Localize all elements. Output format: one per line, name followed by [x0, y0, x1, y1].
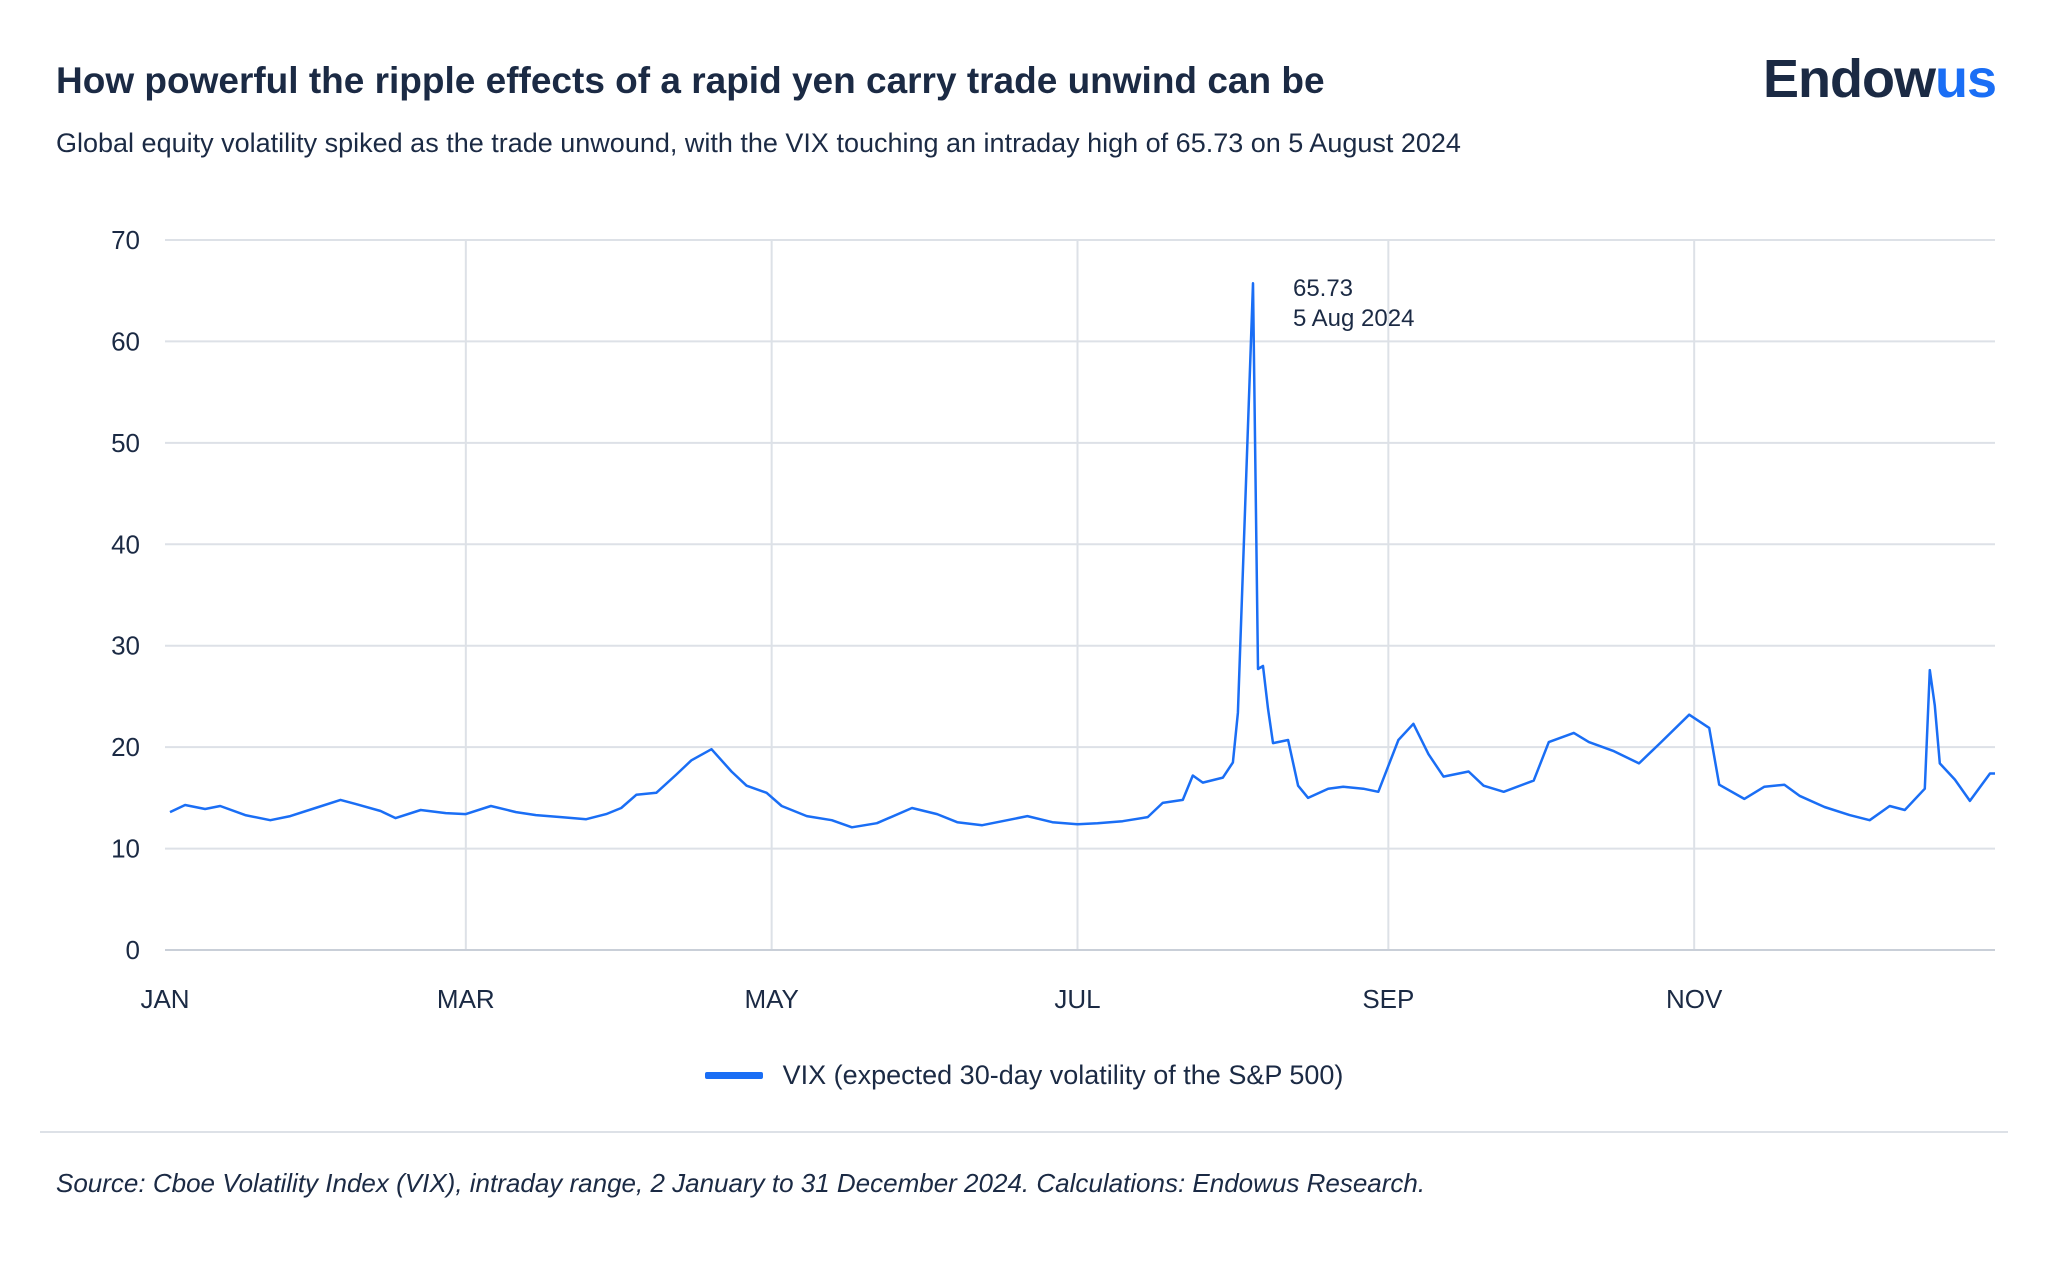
x-tick-label-may: MAY [744, 984, 798, 1014]
series-layer [169, 282, 1995, 829]
chart-legend: VIX (expected 30-day volatility of the S… [0, 1060, 2048, 1091]
chart-subtitle: Global equity volatility spiked as the t… [56, 128, 1461, 158]
annotation-layer: 65.73 5 Aug 2024 [1293, 275, 1414, 332]
grid-layer [165, 239, 1995, 951]
logo-text-endow: Endow [1762, 49, 1936, 109]
y-tick-label-20: 20 [111, 732, 140, 762]
axis-layer: 0 10 20 30 40 50 60 70 JAN MAR MAY JUL SEP NOV [111, 225, 1995, 1014]
series-line-vix [169, 282, 1995, 829]
x-tick-label-jul: JUL [1054, 984, 1100, 1014]
y-tick-label-10: 10 [111, 834, 140, 864]
source-note: Source: Cboe Volatility Index (VIX), int… [56, 1168, 1426, 1198]
y-tick-label-70: 70 [111, 225, 140, 255]
y-tick-label-50: 50 [111, 428, 140, 458]
footer-divider [40, 1131, 2008, 1133]
x-tick-label-sep: SEP [1362, 984, 1414, 1014]
y-tick-label-30: 30 [111, 631, 140, 661]
logo-text-us: us [1934, 49, 1997, 109]
legend-swatch-vix [704, 1072, 763, 1079]
x-tick-label-nov: NOV [1666, 984, 1723, 1014]
chart-title: How powerful the ripple effects of a rap… [56, 60, 1325, 101]
peak-date-label: 5 Aug 2024 [1293, 305, 1414, 332]
peak-value-label: 65.73 [1293, 275, 1353, 302]
x-tick-label-jan: JAN [140, 984, 189, 1014]
endowus-logo: Endowus [1762, 48, 1997, 110]
x-tick-label-mar: MAR [437, 984, 495, 1014]
y-tick-label-60: 60 [111, 326, 140, 356]
vix-line-chart: 0 10 20 30 40 50 60 70 JAN MAR MAY JUL SEP NOV 65.73 5… [111, 225, 1995, 1014]
y-tick-label-40: 40 [111, 529, 140, 559]
legend-label-vix: VIX (expected 30-day volatility of the S… [782, 1060, 1344, 1090]
y-tick-label-0: 0 [126, 935, 140, 965]
